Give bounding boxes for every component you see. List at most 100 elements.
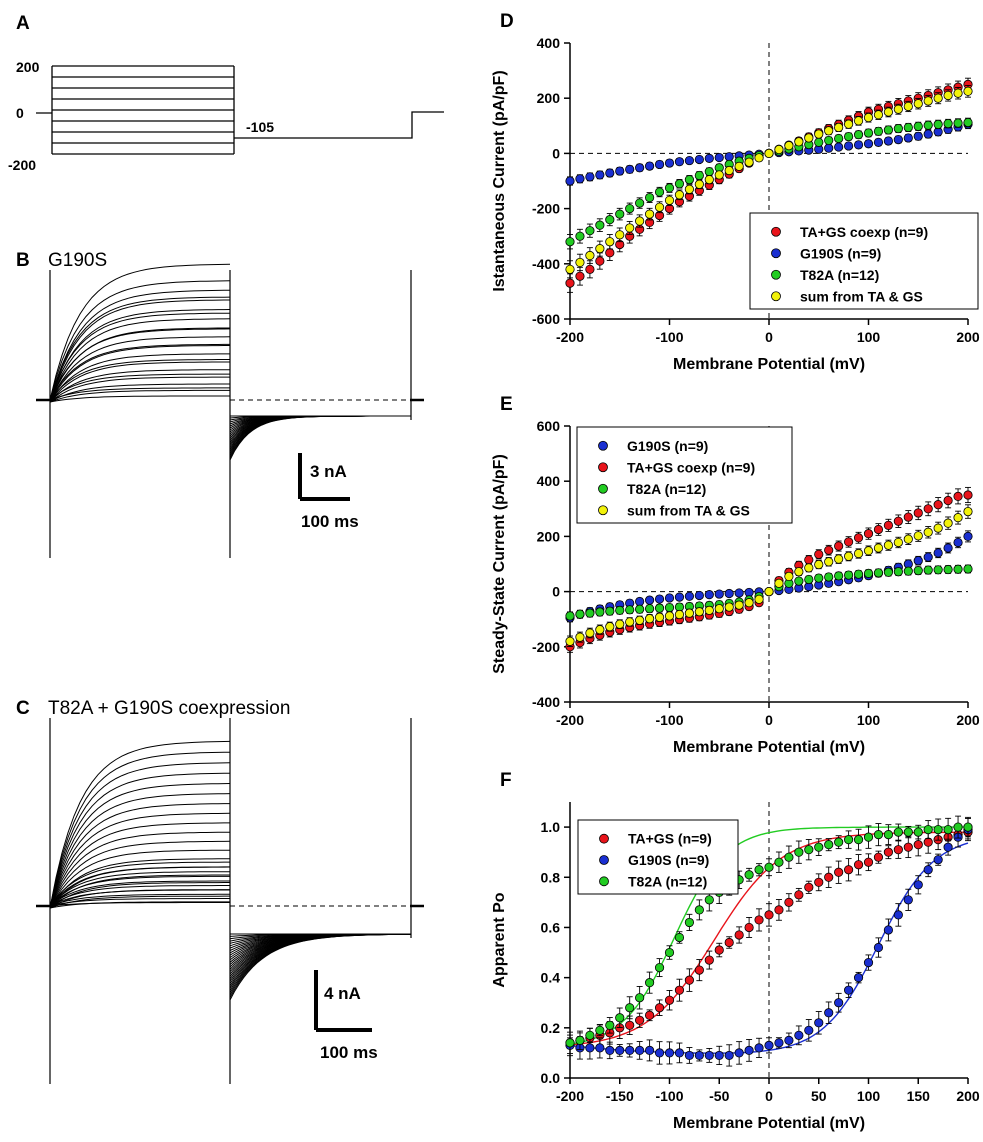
data-point [654,202,665,212]
data-point [804,882,814,892]
data-point [794,567,804,577]
activation-trace [49,318,231,403]
y-tick-label: -200 [532,201,560,217]
data-point [873,830,884,840]
x-axis-label: Membrane Potential (mV) [673,356,865,373]
data-point [734,161,744,171]
data-point [754,865,764,875]
y-tick-label: 0 [552,584,560,600]
data-point [664,611,675,621]
data-point [605,248,615,258]
data-point [635,604,645,614]
x-axis-label: Membrane Potential (mV) [673,1115,865,1132]
data-point [863,128,874,138]
data-point [585,250,595,261]
data-point [863,832,874,842]
data-point [814,549,824,559]
data-point [913,131,923,141]
data-point [565,1038,575,1048]
y-tick-label: 200 [537,90,561,106]
data-point [565,176,575,186]
activation-trace [49,893,230,907]
data-point [625,164,635,175]
data-point [943,824,953,835]
legend-entry: T82A (n=12) [800,267,879,283]
data-point [814,1018,824,1028]
data-point [953,88,963,98]
data-point [863,139,874,149]
data-point [625,204,635,214]
data-point [704,955,714,965]
scale-label-current-b: 3 nA [310,462,347,481]
data-point [605,1020,615,1030]
data-point [734,930,744,940]
y-tick-label: -400 [532,256,560,272]
data-point [644,161,655,171]
activation-trace [49,328,231,401]
data-point [834,142,844,152]
data-point [585,628,595,638]
data-point [824,1008,834,1018]
data-point [863,857,874,867]
data-point [704,605,714,615]
data-point [923,865,933,875]
data-point [644,604,655,614]
data-point [704,590,714,600]
y-axis-label: Istantaneous Current (pA/pF) [491,70,508,291]
data-point [585,1030,595,1040]
data-point [933,93,943,103]
data-point [575,632,585,642]
legend-entry: G190S (n=9) [800,245,881,261]
panel-letter-f: F [500,770,512,791]
data-point [853,533,864,543]
data-point [764,1040,774,1050]
data-point [873,524,884,535]
activation-trace [49,849,230,909]
data-point [605,237,615,247]
data-point [893,104,903,114]
data-point [585,172,595,182]
activation-trace [49,902,230,907]
legend-marker [598,462,608,473]
data-point [903,133,913,143]
data-point [814,877,824,887]
scale-label-current-c: 4 nA [324,984,361,1003]
y-tick-label: 1.0 [541,819,561,835]
protocol-tick-200: 200 [16,59,40,75]
data-point [595,220,605,230]
data-point [923,837,933,847]
y-tick-label: 0.4 [541,970,561,986]
data-point [654,962,665,973]
data-point [605,168,615,178]
data-point [853,548,864,559]
legend-marker [599,876,609,887]
data-point [893,135,903,145]
data-point [834,571,844,581]
panel-letter-e: E [500,394,513,415]
activation-trace [49,840,231,909]
data-point [913,508,923,518]
data-point [824,126,834,136]
data-point [834,122,844,133]
data-point [664,183,675,193]
data-point [873,110,884,120]
data-point [913,827,923,837]
data-point [575,1035,585,1045]
data-point [943,118,953,129]
activation-trace [49,772,231,909]
data-point [625,1020,635,1030]
x-tick-label: 200 [956,1088,980,1104]
data-point [724,165,734,176]
data-point [933,855,943,865]
data-point [565,264,575,274]
data-point [585,1043,595,1053]
data-point [744,922,754,933]
y-tick-label: 0.8 [541,869,561,885]
data-point [903,534,913,544]
data-point [843,835,854,845]
legend-marker [598,440,608,451]
x-tick-label: -200 [556,329,584,345]
data-point [625,1003,635,1013]
data-point [883,847,894,857]
data-point [684,184,695,194]
